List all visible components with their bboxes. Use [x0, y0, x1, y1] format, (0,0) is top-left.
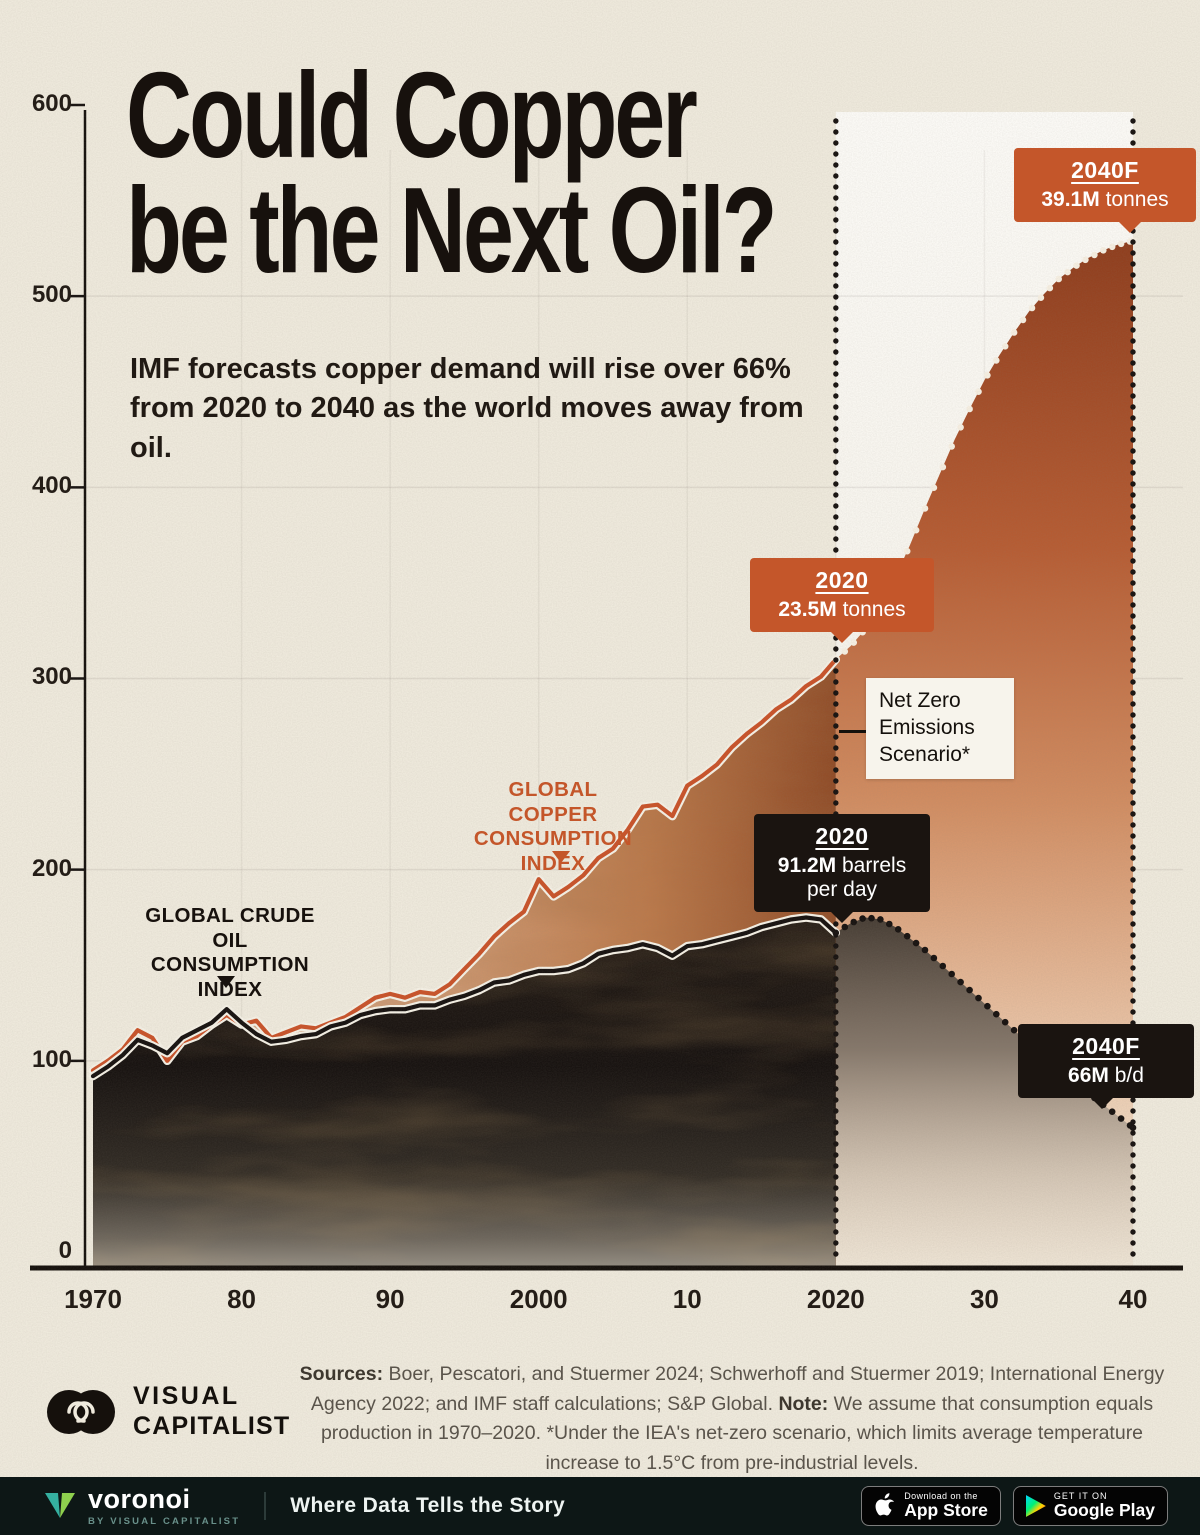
voronoi-brand-name: voronoi: [88, 1483, 191, 1514]
callout-copper-2040: 2040F 39.1M tonnes: [1014, 148, 1196, 233]
google-play-logo-icon: [1025, 1495, 1046, 1517]
note-label: Note:: [778, 1392, 829, 1415]
title-line-2: be the Next Oil?: [126, 161, 778, 298]
voronoi-brand-sub: BY VISUAL CAPITALIST: [88, 1515, 241, 1527]
bar-divider: [264, 1492, 267, 1520]
callout-arrow-down-icon: [831, 632, 853, 643]
x-axis-label: 90: [375, 1284, 405, 1314]
y-axis-label: 500: [31, 281, 72, 309]
app-store-bottom-text: App Store: [904, 1499, 988, 1520]
visual-capitalist-mark-icon: [47, 1389, 115, 1434]
callout-copper-2020-value: 23.5M tonnes: [778, 598, 906, 621]
callout-copper-2020-year: 2020: [815, 567, 869, 593]
callout-arrow-down-icon: [1091, 1098, 1114, 1109]
net-zero-connector-line: [839, 730, 866, 733]
bottom-brand-bar: voronoi BY VISUAL CAPITALIST Where Data …: [0, 1477, 1200, 1535]
voronoi-logo-icon: [45, 1493, 75, 1518]
callout-oil-2040-value: 66M b/d: [1068, 1064, 1144, 1087]
callout-copper-2020: 2020 23.5M tonnes: [750, 558, 934, 643]
callout-oil-2040-year: 2040F: [1072, 1033, 1140, 1059]
sources-label: Sources:: [299, 1363, 384, 1385]
y-axis-label: 300: [31, 663, 72, 691]
callout-arrow-down-icon: [1119, 222, 1142, 233]
y-axis-label: 0: [58, 1237, 72, 1264]
copper-label-arrow-icon: [552, 851, 570, 863]
callout-oil-2020: 2020 91.2M barrels per day: [754, 814, 930, 923]
callout-oil-2040: 2040F 66M b/d: [1018, 1024, 1194, 1109]
visual-capitalist-logo: VISUAL CAPITALIST: [42, 1382, 290, 1441]
oil-label-arrow-icon: [217, 976, 235, 988]
subtitle: IMF forecasts copper demand will rise ov…: [130, 353, 804, 464]
sources-note: Sources: Boer, Pescatori, and Stuermer 2…: [299, 1363, 1165, 1474]
google-play-badge-text: GET IT ON Google Play: [1053, 1491, 1155, 1520]
net-zero-note: Net Zero Emissions Scenario*: [866, 678, 1014, 779]
x-axis-label: 2000: [509, 1284, 568, 1314]
x-axis-labels: 1970 80 90 2000 10 2020 30 40: [0, 1284, 1200, 1324]
y-axis-ticks: [68, 103, 85, 1063]
x-axis-label: 1970: [64, 1284, 122, 1314]
visual-capitalist-wordmark: VISUAL CAPITALIST: [133, 1382, 290, 1441]
x-axis-label: 2020: [806, 1284, 865, 1314]
page-title: Could Copper be the Next Oil?: [126, 47, 991, 298]
callout-copper-2040-value: 39.1M tonnes: [1041, 188, 1169, 211]
y-axis-label: 400: [31, 472, 72, 500]
y-axis-label: 200: [31, 854, 72, 882]
voronoi-wordmark: voronoi BY VISUAL CAPITALIST: [88, 1483, 241, 1527]
store-badges: Download on the App Store GET IT ON Goog…: [861, 1486, 1168, 1526]
title-line-1: Could Copper: [126, 47, 698, 183]
app-store-badge[interactable]: Download on the App Store: [861, 1486, 1001, 1526]
callout-oil-2020-value: 91.2M barrels: [777, 854, 907, 877]
app-store-badge-text: Download on the App Store: [904, 1491, 988, 1520]
callout-arrow-down-icon: [831, 912, 853, 923]
x-axis-label: 30: [969, 1284, 999, 1314]
vc-wordmark-line2: CAPITALIST: [133, 1411, 291, 1440]
vc-wordmark-line1: VISUAL: [133, 1382, 240, 1410]
google-play-bottom-text: Google Play: [1053, 1499, 1155, 1520]
apple-logo-icon: [875, 1493, 895, 1516]
callout-oil-2020-value-line2: per day: [806, 878, 878, 901]
x-axis-label: 10: [672, 1284, 702, 1314]
y-axis-label: 600: [31, 89, 72, 117]
x-axis-label: 80: [227, 1284, 257, 1314]
x-axis-label: 40: [1118, 1284, 1148, 1314]
callout-copper-2040-year: 2040F: [1071, 157, 1139, 183]
tagline: Where Data Tells the Story: [290, 1494, 566, 1517]
google-play-badge[interactable]: GET IT ON Google Play: [1012, 1486, 1168, 1526]
callout-oil-2020-year: 2020: [815, 823, 869, 849]
y-axis-label: 100: [31, 1045, 72, 1073]
